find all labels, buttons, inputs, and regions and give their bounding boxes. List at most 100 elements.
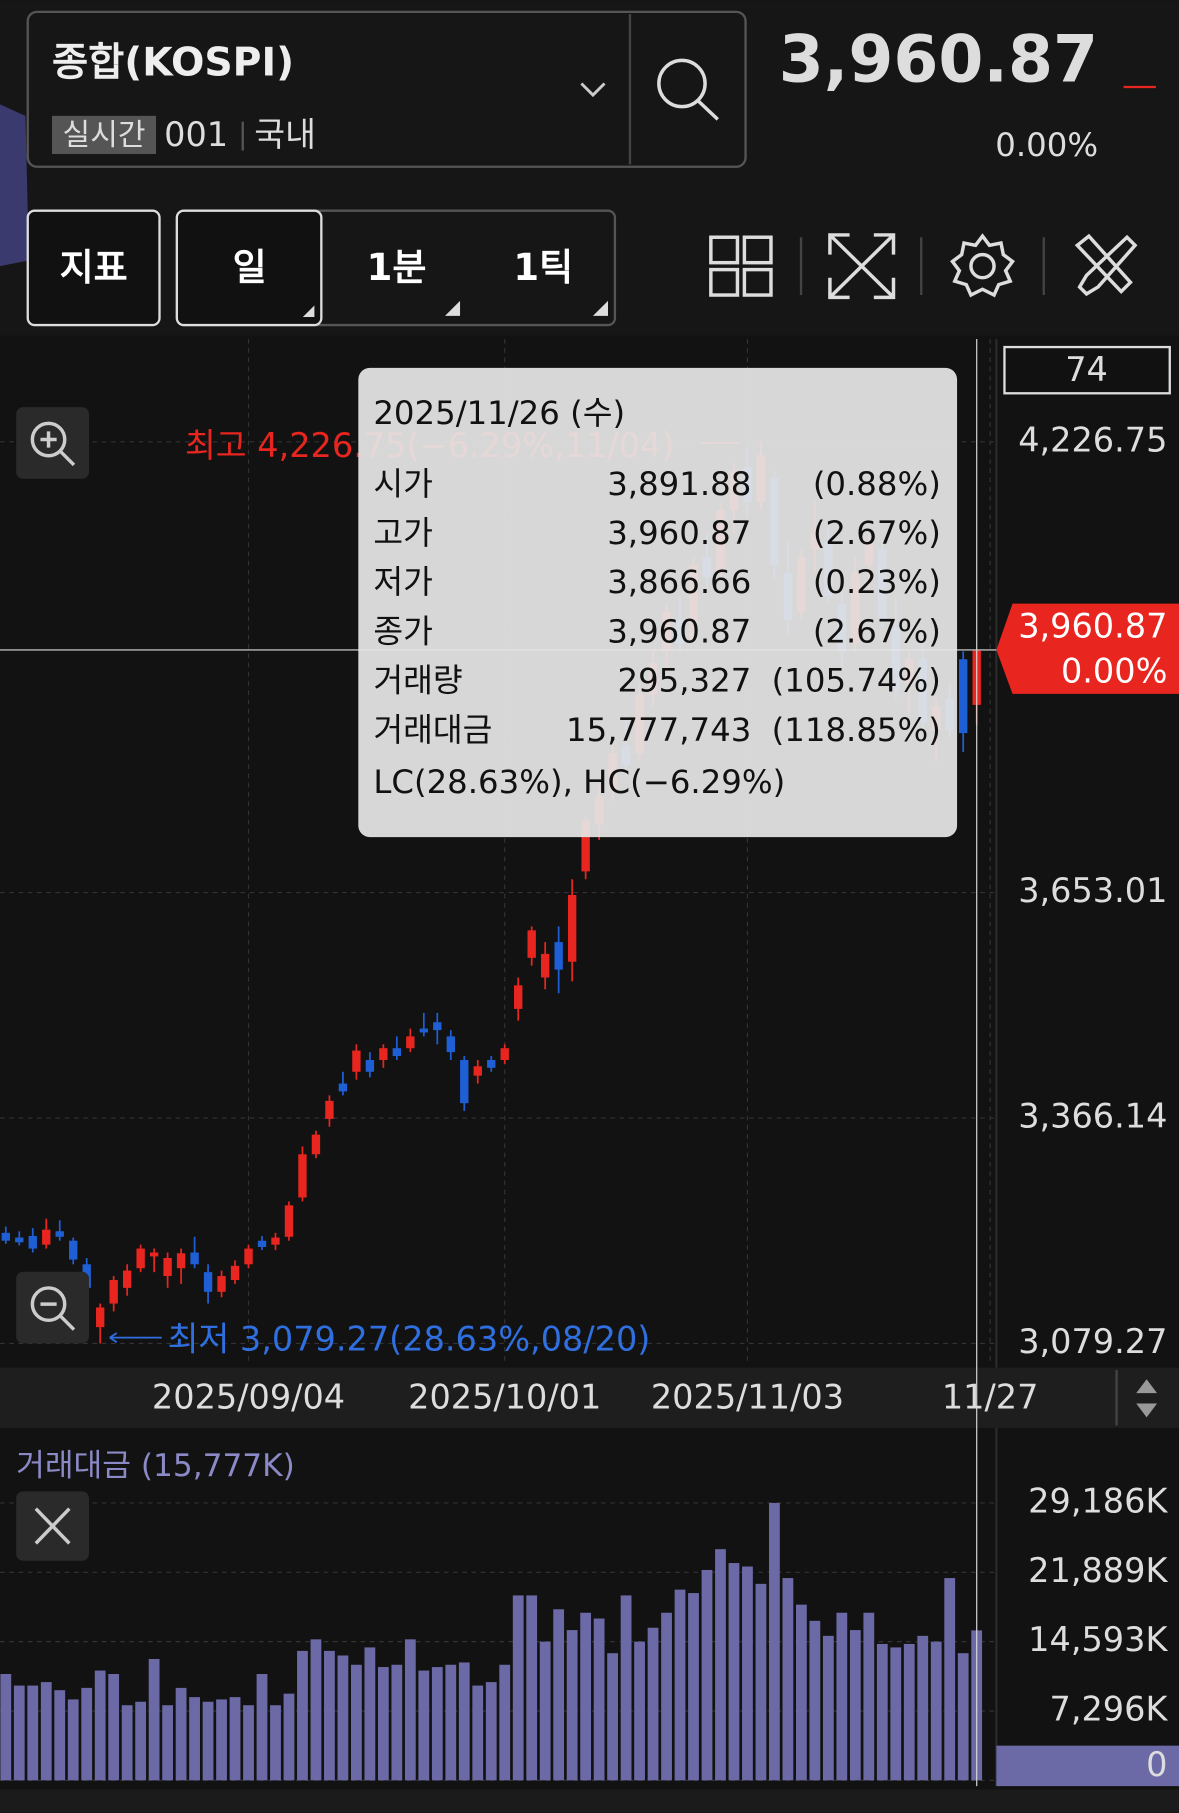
volume-bar: [175, 1687, 187, 1781]
volume-bar: [40, 1682, 52, 1781]
tooltip-value: 295,327: [617, 662, 751, 700]
candle-body: [365, 1059, 375, 1072]
volume-bar: [580, 1612, 592, 1781]
volume-bar: [162, 1705, 174, 1781]
volume-bar: [566, 1630, 578, 1781]
volume-bar: [94, 1670, 106, 1781]
symbol-box[interactable]: [26, 10, 747, 168]
change-rate: 0.00%: [995, 126, 1098, 164]
candle-body: [122, 1270, 132, 1288]
volume-bar: [930, 1641, 942, 1781]
candle-body: [190, 1252, 199, 1265]
volume-bar: [27, 1685, 39, 1781]
market: 국내: [254, 115, 316, 154]
volume-bar: [715, 1549, 726, 1781]
price-tag-change: 0.00%: [1061, 652, 1167, 691]
zoom-in-button[interactable]: [16, 407, 90, 479]
indicator-button[interactable]: [26, 209, 161, 327]
x-tick-label: 2025/11/03: [651, 1377, 844, 1416]
volume-bar: [189, 1697, 200, 1781]
volume-bar: [121, 1705, 133, 1781]
volume-bar: [512, 1595, 524, 1781]
candle-body: [244, 1248, 253, 1265]
search-icon[interactable]: [657, 58, 719, 121]
symbol-name[interactable]: 종합(KOSPI): [52, 41, 294, 86]
volume-bar: [13, 1685, 25, 1781]
period-minute[interactable]: 1분: [367, 246, 427, 289]
tooltip-label: 종가: [373, 612, 433, 650]
volume-bar: [404, 1639, 416, 1781]
volume-bar: [661, 1612, 672, 1781]
period-selected[interactable]: [175, 209, 323, 327]
tooltip: 2025/11/26 (수) LC(28.63%), HC(−6.29%) 시가…: [358, 367, 958, 838]
counter: 74: [1065, 350, 1108, 389]
expand-icon[interactable]: [828, 233, 896, 300]
candle-body: [1, 1232, 10, 1241]
tools-icon[interactable]: [1074, 233, 1138, 297]
volume-bar: [836, 1612, 848, 1781]
tooltip-value: 3,960.87: [607, 514, 751, 552]
volume-bar: [283, 1693, 295, 1781]
layout-icon[interactable]: [709, 235, 773, 297]
period-day[interactable]: 일: [233, 246, 267, 289]
candle-body: [176, 1253, 186, 1269]
period-tick[interactable]: 1틱: [513, 246, 573, 289]
tooltip-bg: [358, 367, 958, 838]
volume-bar: [620, 1595, 632, 1781]
volume-bar: [324, 1650, 335, 1781]
candle-body: [55, 1231, 64, 1237]
bottom-bar: [0, 1789, 1179, 1813]
x-tick-label: 11/27: [942, 1377, 1039, 1416]
volume-bar: [377, 1667, 389, 1781]
volume-bar: [553, 1609, 565, 1781]
expand-lines: [828, 233, 896, 300]
candle-body: [554, 942, 563, 970]
volume-bar: [539, 1641, 551, 1781]
side-drawer-handle[interactable]: [0, 104, 29, 267]
candle-body: [203, 1272, 213, 1292]
realtime-badge: 실시간: [63, 118, 146, 153]
settings-icon[interactable]: [950, 233, 1015, 298]
zero-label-box: [996, 1745, 1179, 1787]
y-tick-label: 7,296K: [1050, 1689, 1169, 1728]
y-tick-label: 4,226.75: [1018, 420, 1167, 459]
volume-bar: [755, 1583, 767, 1781]
volume-bar: [337, 1655, 349, 1781]
indicator-label[interactable]: 지표: [60, 246, 128, 289]
y-tick-label: 3,366.14: [1018, 1097, 1167, 1136]
candle-body: [581, 820, 590, 872]
candle-body: [42, 1229, 51, 1245]
candle-body: [109, 1279, 118, 1304]
volume-bar: [310, 1639, 322, 1781]
zoom-out-glyph: [40, 1302, 76, 1331]
candle-body: [473, 1066, 482, 1076]
zoom-in-lens: [30, 421, 67, 458]
tooltip-value: 3,891.88: [607, 465, 751, 503]
volume-bar: [742, 1566, 753, 1781]
tooltip-change: (0.23%): [813, 563, 941, 601]
candle-body: [15, 1237, 24, 1243]
zoom-out-button[interactable]: [16, 1271, 90, 1344]
candle-body: [217, 1276, 226, 1292]
volume-bar: [944, 1578, 956, 1781]
candle-body: [257, 1240, 267, 1247]
volume-bar: [499, 1664, 511, 1781]
candle-body: [527, 930, 536, 958]
price-tag: [996, 603, 1179, 694]
candle-body: [311, 1134, 321, 1155]
y-tick-label: 3,653.01: [1018, 871, 1167, 910]
close-glyph: [34, 1507, 71, 1545]
search-circle: [657, 58, 707, 109]
scroll-arrows[interactable]: [1136, 1379, 1158, 1418]
volume-bar: [701, 1569, 713, 1781]
tooltip-label: 저가: [373, 563, 433, 601]
candle-body: [487, 1059, 496, 1068]
gear-rim: [950, 233, 1015, 298]
tooltip-label: 거래량: [373, 662, 462, 700]
volume-bar: [674, 1589, 686, 1781]
volume-bar: [472, 1685, 484, 1781]
dropdown-arrow[interactable]: [580, 82, 606, 98]
low-pointer: [109, 1332, 162, 1343]
volume-bar: [148, 1658, 160, 1781]
